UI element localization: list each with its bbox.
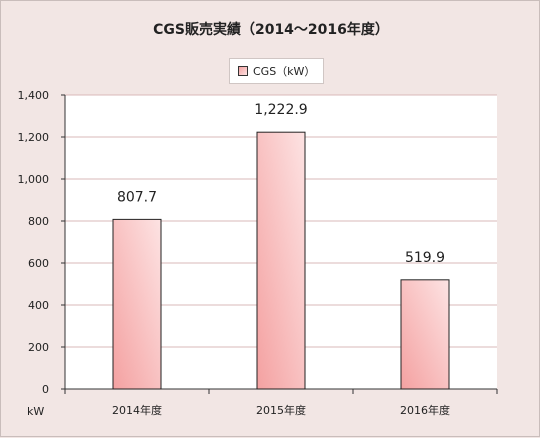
y-tick-label: 1,000 [18, 173, 50, 186]
y-tick-label: 800 [28, 215, 49, 228]
chart-title: CGS販売実績（2014～2016年度） [153, 22, 389, 38]
y-tick-label: 600 [28, 257, 49, 270]
data-label: 807.7 [117, 189, 157, 205]
legend-swatch-cgs [238, 66, 248, 76]
y-tick-label: 1,200 [18, 131, 50, 144]
data-label: 1,222.9 [254, 102, 307, 118]
bars [112, 131, 450, 390]
bar-2014年度 [112, 218, 162, 390]
legend-label-cgs: CGS（kW） [253, 65, 316, 78]
y-tick-label: 1,400 [18, 89, 50, 102]
legend: CGS（kW） [229, 58, 325, 84]
y-axis-unit-label: kW [27, 405, 45, 418]
labels: 0 200 400 600 800 1,000 1,200 1,400 807.7 2014年度 1… [18, 89, 451, 417]
y-tick-label: 0 [42, 383, 49, 396]
bar-2015年度 [256, 131, 306, 390]
bar-2016年度 [400, 279, 450, 390]
data-label: 519.9 [405, 250, 445, 266]
x-tick-label: 2014年度 [112, 403, 162, 417]
x-tick-label: 2015年度 [256, 403, 306, 417]
y-tick-label: 200 [28, 341, 49, 354]
y-tick-label: 400 [28, 299, 49, 312]
x-tick-label: 2016年度 [400, 403, 450, 417]
